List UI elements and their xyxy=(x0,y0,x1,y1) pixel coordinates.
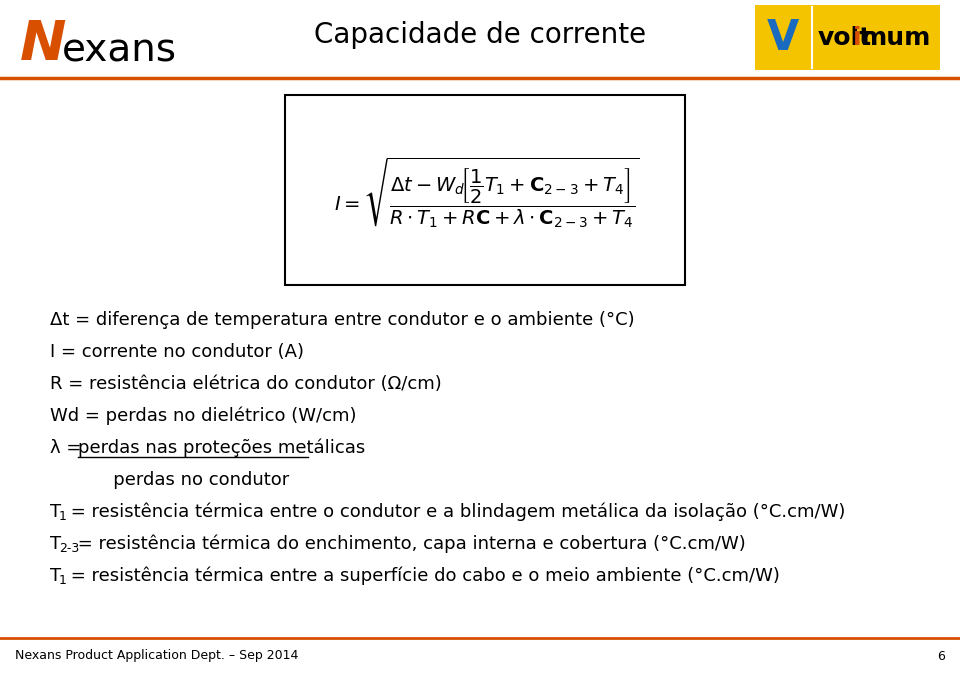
Text: V: V xyxy=(767,17,799,59)
Text: 6: 6 xyxy=(937,650,945,663)
Text: = resistência térmica entre o condutor e a blindagem metálica da isolação (°C.cm: = resistência térmica entre o condutor e… xyxy=(65,503,846,521)
Text: mum: mum xyxy=(861,26,931,50)
Text: $I = \sqrt{\dfrac{\Delta t - W_d\!\left[\dfrac{1}{2}T_1 + \mathbf{C}_{2-3} + T_4: $I = \sqrt{\dfrac{\Delta t - W_d\!\left[… xyxy=(334,156,640,231)
Text: T: T xyxy=(50,535,61,553)
Text: exans: exans xyxy=(62,31,177,69)
Text: = resistência térmica do enchimento, capa interna e cobertura (°C.cm/W): = resistência térmica do enchimento, cap… xyxy=(72,534,746,553)
Text: volt: volt xyxy=(818,26,872,50)
Text: T: T xyxy=(50,503,61,521)
Text: Wd = perdas no dielétrico (W/cm): Wd = perdas no dielétrico (W/cm) xyxy=(50,406,356,425)
Text: 1: 1 xyxy=(59,574,67,588)
Text: perdas no condutor: perdas no condutor xyxy=(50,471,289,489)
Text: perdas nas proteções metálicas: perdas nas proteções metálicas xyxy=(78,439,365,457)
Text: = resistência térmica entre a superfície do cabo e o meio ambiente (°C.cm/W): = resistência térmica entre a superfície… xyxy=(65,567,780,585)
Text: i: i xyxy=(853,26,862,50)
Text: 1: 1 xyxy=(59,510,67,524)
Text: 2-3: 2-3 xyxy=(59,543,80,555)
FancyBboxPatch shape xyxy=(755,5,940,70)
Text: λ =: λ = xyxy=(50,439,87,457)
Text: Δt = diferença de temperatura entre condutor e o ambiente (°C): Δt = diferença de temperatura entre cond… xyxy=(50,311,635,329)
Text: Capacidade de corrente: Capacidade de corrente xyxy=(314,21,646,49)
Text: Nexans Product Application Dept. – Sep 2014: Nexans Product Application Dept. – Sep 2… xyxy=(15,650,299,663)
Text: I = corrente no condutor (A): I = corrente no condutor (A) xyxy=(50,343,304,361)
Text: R = resistência elétrica do condutor (Ω/cm): R = resistência elétrica do condutor (Ω/… xyxy=(50,375,442,393)
Text: T: T xyxy=(50,567,61,585)
Text: N: N xyxy=(20,18,66,72)
FancyBboxPatch shape xyxy=(285,95,685,285)
